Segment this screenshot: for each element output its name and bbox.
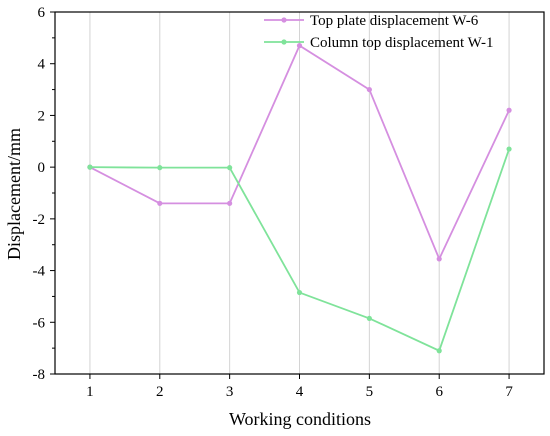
x-tick-label-0: 1 (86, 384, 94, 400)
x-tick-label-5: 6 (435, 384, 443, 400)
y-tick-label-0: -8 (33, 367, 46, 383)
legend: Top plate displacement W-6 Column top dis… (264, 13, 493, 51)
x-tick-label-6: 7 (505, 384, 513, 400)
axes: 1 2 3 4 5 6 7 -8 -6 -4 -2 0 2 4 6 (33, 5, 545, 400)
series-1-point-6 (506, 146, 512, 152)
legend-marker-1 (281, 39, 287, 45)
legend-label-0: Top plate displacement W-6 (310, 13, 479, 29)
x-tick-label-4: 5 (366, 384, 374, 400)
series-0-point-4 (366, 86, 372, 93)
y-tick-label-4: 0 (38, 160, 46, 176)
y-tick-label-2: -4 (33, 264, 46, 280)
series-1-point-5 (436, 348, 442, 354)
series-1-point-3 (296, 289, 303, 296)
y-tick-label-7: 6 (38, 5, 46, 21)
y-tick-label-5: 2 (38, 108, 46, 124)
series-0-point-5 (436, 256, 442, 262)
y-tick-label-1: -6 (33, 315, 46, 331)
x-tick-label-2: 3 (226, 384, 234, 400)
series-0-point-2 (227, 200, 233, 206)
grid-lines (89, 12, 510, 374)
series-0-point-3 (296, 43, 303, 49)
series-0-point-6 (506, 107, 512, 113)
x-tick-label-3: 4 (296, 384, 304, 400)
y-tick-label-3: -2 (33, 212, 46, 228)
y-axis-title: Displacement/mm (4, 128, 24, 260)
series-1-point-0 (87, 164, 93, 170)
series-1-point-1 (157, 165, 163, 171)
series-1-point-4 (366, 315, 372, 322)
y-tick-label-6: 4 (38, 57, 46, 73)
x-tick-label-1: 2 (156, 384, 164, 400)
x-axis-title: Working conditions (229, 409, 371, 429)
series-1-point-2 (227, 165, 233, 171)
legend-label-1: Column top displacement W-1 (310, 35, 493, 51)
series-0-point-1 (157, 200, 163, 206)
series (87, 43, 512, 354)
legend-marker-0 (281, 17, 287, 23)
